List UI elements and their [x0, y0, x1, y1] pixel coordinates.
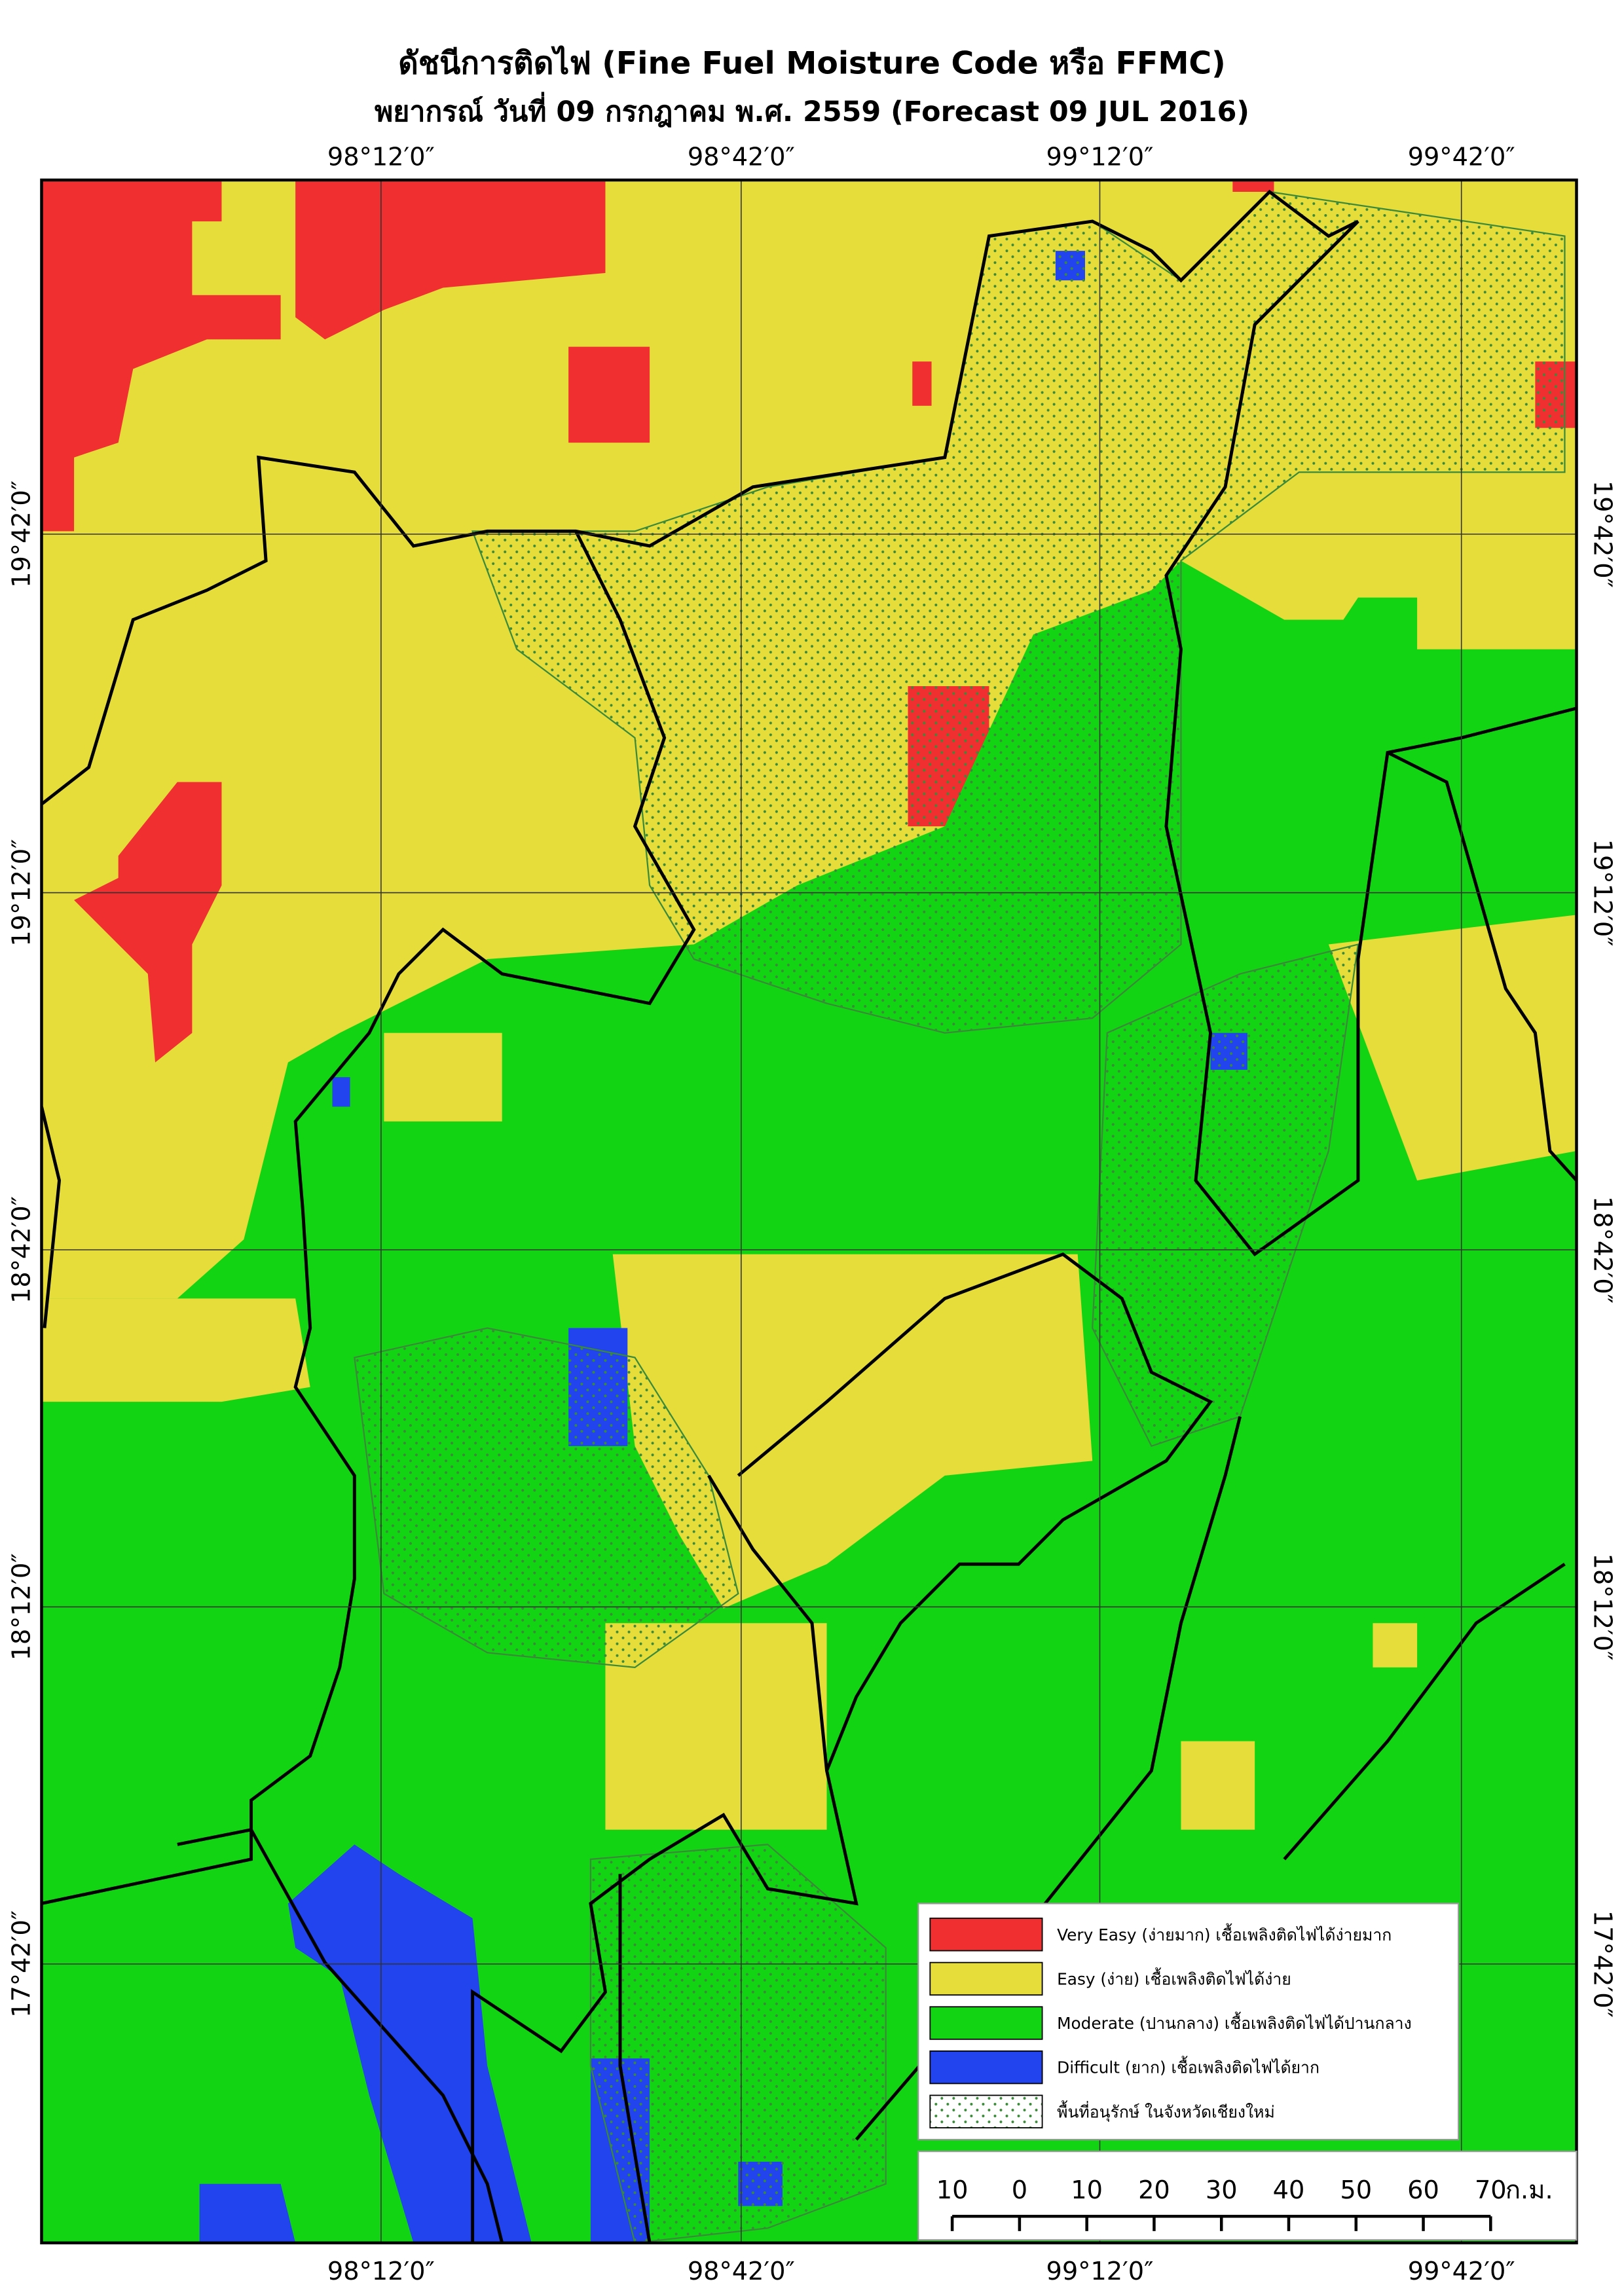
lon-label: 98°12′0″ — [327, 2257, 435, 2286]
scale-unit: ก.ม. — [1505, 2176, 1553, 2205]
legend-swatch — [929, 1961, 1043, 1996]
scale-label: 20 — [1138, 2176, 1170, 2205]
map-frame — [40, 178, 1578, 2245]
lon-label: 99°42′0″ — [1408, 2257, 1515, 2286]
protected-area — [1092, 943, 1359, 1448]
lon-label: 98°42′0″ — [688, 142, 795, 172]
scale-label: 50 — [1340, 2176, 1372, 2205]
scale-label: 60 — [1407, 2176, 1439, 2205]
legend-swatch — [929, 2006, 1043, 2040]
scale-label: 40 — [1273, 2176, 1305, 2205]
lat-label: 18°42′0″ — [1588, 1196, 1617, 1303]
legend-swatch — [929, 1918, 1043, 1952]
legend-label: Moderate (ปานกลาง) เชื้อเพลิงติดไฟได้ปาน… — [1057, 2012, 1412, 2033]
lat-label: 19°12′0″ — [7, 839, 36, 947]
legend-swatch — [929, 2050, 1043, 2085]
lat-label: 17°42′0″ — [7, 1910, 36, 2018]
legend-swatch — [929, 2094, 1043, 2128]
scale-box — [917, 2150, 1578, 2241]
scale-bar: 10 0 10 20 30 40 50 60 70ก.ม. — [917, 2150, 1578, 2241]
legend-label: Easy (ง่าย) เชื้อเพลิงติดไฟได้ง่าย — [1057, 1967, 1291, 1988]
scale-label: 10 — [936, 2176, 969, 2205]
lat-label: 18°12′0″ — [1588, 1553, 1617, 1660]
lat-label: 17°42′0″ — [1588, 1910, 1617, 2018]
lat-label: 19°42′0″ — [1588, 481, 1617, 588]
lon-label: 98°42′0″ — [688, 2257, 795, 2286]
legend-label: Very Easy (ง่ายมาก) เชื้อเพลิงติดไฟได้ง่… — [1057, 1923, 1392, 1944]
legend-label: Difficult (ยาก) เชื้อเพลิงติดไฟได้ยาก — [1057, 2056, 1320, 2077]
lon-label: 99°42′0″ — [1408, 142, 1515, 172]
title: ดัชนีการติดไฟ (Fine Fuel Moisture Code ห… — [398, 45, 1226, 82]
protected-area — [354, 1327, 739, 1669]
scale-label: 70 — [1475, 2176, 1507, 2205]
lat-label: 19°12′0″ — [1588, 839, 1617, 947]
graticule: 98°12′0″ 98°12′0″ 98°42′0″ 98°42′0″ 99°12′0″… — [7, 142, 1617, 2286]
lat-label: 18°42′0″ — [7, 1196, 36, 1303]
lon-label: 99°12′0″ — [1046, 142, 1154, 172]
scale-label: 10 — [1071, 2176, 1103, 2205]
legend: Very Easy (ง่ายมาก) เชื้อเพลิงติดไฟได้ง่… — [917, 1903, 1460, 2141]
protected-area — [589, 1844, 887, 2243]
easy-patches — [41, 915, 1577, 1830]
lat-label: 18°12′0″ — [7, 1553, 36, 1660]
lon-label: 98°12′0″ — [327, 142, 435, 172]
map-body — [41, 179, 1577, 2243]
legend-label: พื้นที่อนุรักษ์ ในจังหวัดเชียงใหม่ — [1057, 2100, 1275, 2122]
lat-label: 19°42′0″ — [7, 481, 36, 588]
scale-label: 0 — [1012, 2176, 1027, 2205]
lon-label: 99°12′0″ — [1046, 2257, 1154, 2286]
subtitle: พยากรณ์ วันที่ 09 กรกฎาคม พ.ศ. 2559 (For… — [375, 92, 1249, 128]
scale-label: 30 — [1206, 2176, 1238, 2205]
